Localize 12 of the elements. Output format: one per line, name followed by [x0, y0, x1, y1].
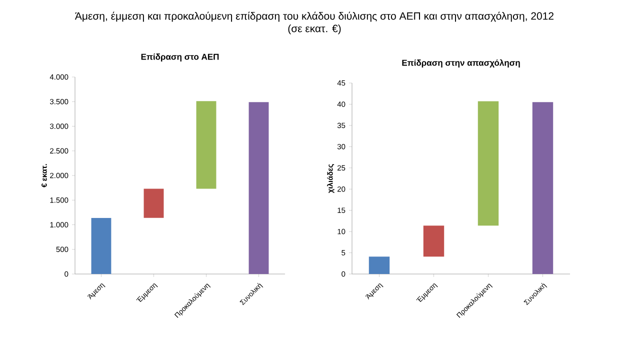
bar — [248, 102, 269, 274]
chart-title: Επίδραση στο ΑΕΠ — [141, 53, 219, 62]
bar — [196, 101, 216, 189]
bar — [368, 256, 390, 274]
text: (σε εκατ. €) — [288, 24, 341, 34]
bar — [91, 218, 112, 274]
bar — [532, 102, 554, 274]
bar — [423, 226, 444, 257]
text: Άμεση, έμμεση και προκαλούμενη επίδραση του κλάδου διύλισης στο ΑΕΠ και στην απασχόληση, 2012 — [74, 12, 554, 22]
bar — [478, 101, 499, 226]
chart-title: Επίδραση στην απασχόληση — [402, 59, 520, 68]
bar — [144, 188, 164, 218]
